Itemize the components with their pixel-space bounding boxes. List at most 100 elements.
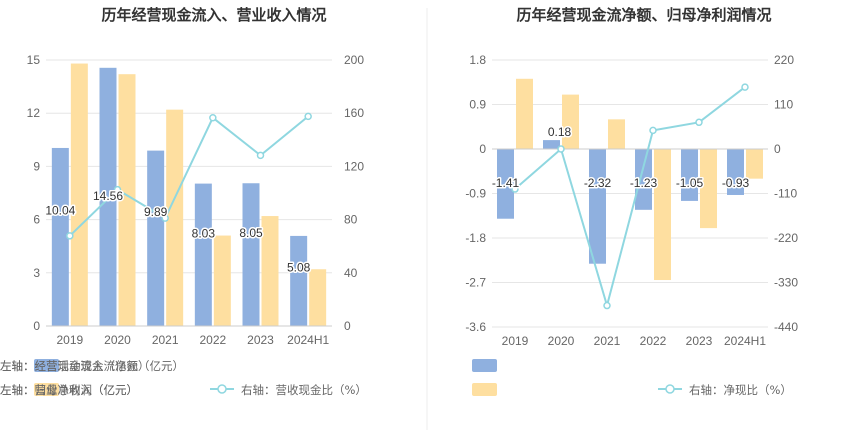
line-point-2021 bbox=[603, 301, 611, 310]
right-axis-tick-label: 120 bbox=[344, 159, 364, 173]
legend-item: 右轴：净现比（%） bbox=[658, 383, 792, 397]
x-tick-label: 2022 bbox=[640, 334, 667, 348]
data-label-2023: 8.05 bbox=[239, 226, 263, 240]
bar-series2-2021 bbox=[166, 109, 184, 326]
line-point-2023 bbox=[256, 151, 265, 160]
bar-series1-2023 bbox=[681, 149, 698, 201]
data-label-2024H1: 5.08 bbox=[287, 260, 311, 274]
right-axis-tick-label: 0 bbox=[344, 319, 351, 333]
x-tick-label: 2020 bbox=[104, 333, 131, 347]
legend-label: 左轴：归母净利润（亿元） bbox=[0, 383, 138, 397]
legend-swatch bbox=[34, 383, 59, 396]
line-point-2022 bbox=[649, 126, 657, 135]
bar-series2-2019 bbox=[70, 63, 88, 327]
bar-series2-2024H1 bbox=[746, 149, 763, 179]
data-label-2022: 8.03 bbox=[192, 226, 216, 240]
bar-series1-2022 bbox=[194, 183, 212, 326]
bar-series2-2021 bbox=[608, 119, 625, 149]
right-axis-tick-label: -440 bbox=[774, 320, 798, 334]
legend-line-marker bbox=[665, 384, 675, 394]
legend-label: 左轴：经营活动现金流净额（亿元） bbox=[0, 359, 184, 373]
legend-item: 左轴：营业总收入（亿元） bbox=[0, 383, 138, 397]
line-point-2020 bbox=[113, 185, 122, 194]
right-axis-tick-label: 110 bbox=[774, 98, 793, 112]
bar-series2-2022 bbox=[213, 235, 231, 326]
chart-2: 历年经营现金流净额、归母净利润情况 -3.6 -2.7 -1.8 -0.9 0 0.9 1.8… bbox=[0, 6, 798, 397]
legend-line-marker bbox=[217, 384, 227, 394]
bar-series2-2022 bbox=[654, 149, 671, 281]
right-axis-tick-label: 220 bbox=[774, 53, 794, 67]
x-tick-label: 2019 bbox=[56, 333, 83, 347]
x-tick-label: 2022 bbox=[199, 333, 226, 347]
left-axis-tick-label: 15 bbox=[27, 53, 41, 67]
legend-label: 右轴：净现比（%） bbox=[689, 383, 792, 397]
right-axis-tick-label: 200 bbox=[344, 53, 364, 67]
legend-label: 左轴：经营现金流入（亿元） bbox=[0, 359, 150, 373]
x-tick-label: 2020 bbox=[548, 334, 575, 348]
legend-label: 左轴：营业总收入（亿元） bbox=[0, 383, 138, 397]
left-axis-tick-label: 1.8 bbox=[469, 53, 486, 67]
right-axis-tick-label: 0 bbox=[774, 142, 781, 156]
legend-item: 右轴：营收现金比（%） bbox=[210, 383, 367, 397]
left-axis-tick-label: 0.9 bbox=[469, 98, 486, 112]
chart-title: 历年经营现金流净额、归母净利润情况 bbox=[516, 6, 771, 24]
right-axis-tick-label: -110 bbox=[774, 187, 797, 201]
right-axis-tick-label: -330 bbox=[774, 276, 798, 290]
data-label-2021: -2.32 bbox=[584, 176, 612, 190]
x-tick-label: 2023 bbox=[686, 334, 713, 348]
chart-1: 历年经营现金流入、营业收入情况 0 3 6 9 12 15 0 40 80 120 160 200 201… bbox=[0, 6, 367, 397]
legend-swatch bbox=[472, 359, 497, 372]
bar-series1-2019 bbox=[51, 147, 69, 326]
x-tick-label: 2021 bbox=[152, 333, 179, 347]
left-axis-tick-label: -3.6 bbox=[465, 320, 486, 334]
data-label-2023: -1.05 bbox=[676, 176, 704, 190]
bar-series1-2020 bbox=[99, 67, 117, 326]
data-label-2021: 9.89 bbox=[144, 205, 168, 219]
right-axis-tick-label: 80 bbox=[344, 213, 358, 227]
x-tick-label: 2024H1 bbox=[724, 334, 766, 348]
x-tick-label: 2024H1 bbox=[287, 333, 329, 347]
bar-series1-2022 bbox=[635, 149, 652, 210]
bar-series2-2020 bbox=[118, 74, 136, 326]
left-axis-tick-label: 3 bbox=[33, 266, 40, 280]
x-tick-label: 2023 bbox=[247, 333, 274, 347]
left-axis-tick-label: -1.8 bbox=[465, 231, 486, 245]
data-label-2019: -1.41 bbox=[492, 176, 520, 190]
legend-swatch bbox=[472, 383, 497, 396]
bar-series2-2024H1 bbox=[309, 269, 327, 326]
bar-series1-2021 bbox=[589, 149, 606, 264]
legend-item: 左轴：经营现金流入（亿元） bbox=[0, 359, 150, 373]
line-point-2023 bbox=[695, 118, 703, 127]
legend-swatch bbox=[34, 359, 59, 372]
legend-label: 右轴：营收现金比（%） bbox=[241, 383, 367, 397]
right-axis-tick-label: -220 bbox=[774, 231, 798, 245]
line-point-2019 bbox=[66, 232, 74, 240]
data-label-2020: 14.56 bbox=[93, 189, 123, 203]
line-point-2024H1 bbox=[304, 112, 312, 121]
line-point-2019 bbox=[511, 185, 519, 193]
left-axis-tick-label: 6 bbox=[33, 213, 40, 227]
bar-series2-2023 bbox=[261, 216, 279, 326]
chart-title: 历年经营现金流入、营业收入情况 bbox=[101, 6, 326, 24]
left-axis-tick-label: 12 bbox=[27, 106, 41, 120]
bar-series1-2020 bbox=[543, 140, 560, 149]
bar-series1-2019 bbox=[497, 149, 514, 219]
line-point-2024H1 bbox=[741, 83, 749, 91]
left-axis-tick-label: -0.9 bbox=[465, 187, 486, 201]
left-axis-tick-label: 0 bbox=[33, 319, 40, 333]
data-label-2024H1: -0.93 bbox=[722, 176, 750, 190]
left-axis-tick-label: 0 bbox=[479, 142, 486, 156]
right-axis-tick-label: 40 bbox=[344, 266, 358, 280]
legend-item: 左轴：经营活动现金流净额（亿元） bbox=[0, 359, 497, 373]
x-tick-label: 2021 bbox=[594, 334, 621, 348]
data-label-2020: 0.18 bbox=[548, 125, 572, 139]
left-axis-tick-label: -2.7 bbox=[465, 276, 486, 290]
line-series-2 bbox=[514, 86, 746, 310]
x-tick-label: 2019 bbox=[502, 334, 529, 348]
line-series-1 bbox=[69, 115, 309, 237]
right-axis-tick-label: 160 bbox=[344, 106, 364, 120]
data-label-2022: -1.23 bbox=[630, 176, 658, 190]
bar-series1-2024H1 bbox=[290, 235, 308, 326]
